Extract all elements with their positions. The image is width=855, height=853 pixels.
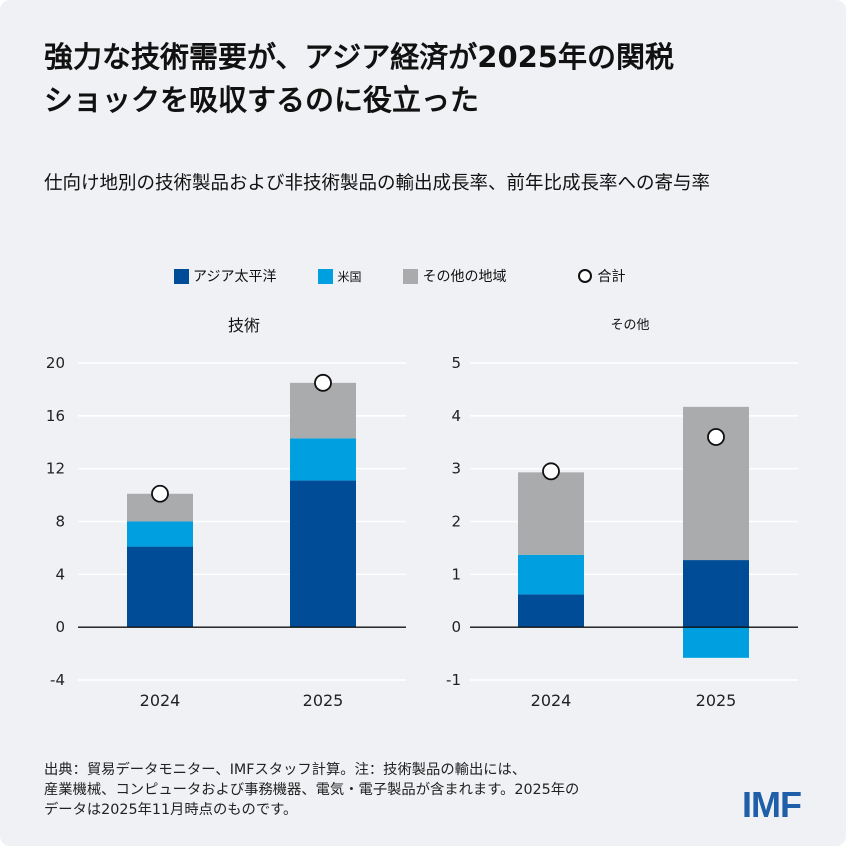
bar-segment-0-0-1 — [127, 521, 193, 547]
bar-segment-1-0-0 — [518, 594, 584, 628]
legend-label-asia-pacific: アジア太平洋 — [193, 269, 277, 285]
y-tick-label-0-6: -4 — [50, 671, 65, 689]
y-tick-label-0-5: 0 — [55, 618, 65, 636]
panel-title-1: その他 — [610, 318, 649, 333]
legend-label-rest-of-world: その他の地域 — [422, 269, 507, 285]
y-tick-label-1-4: 1 — [451, 565, 461, 583]
legend-label-total: 合計 — [597, 269, 626, 285]
title-line-1: 強力な技術需要が、アジア経済が2025年の関税 — [44, 40, 674, 74]
bar-segment-1-1-1 — [683, 627, 749, 658]
bar-segment-0-0-0 — [127, 546, 193, 628]
y-tick-label-1-3: 2 — [451, 513, 461, 531]
legend-marker-total — [578, 269, 593, 283]
legend: アジア太平洋 米国 その他の地域 合計 — [174, 266, 667, 286]
total-marker-0-0 — [151, 484, 169, 503]
y-tick-label-1-1: 4 — [451, 407, 461, 425]
legend-item-rest-of-world: その他の地域 — [403, 266, 506, 286]
legend-label-us: 米国 — [337, 269, 362, 284]
legend-item-asia-pacific: アジア太平洋 — [174, 266, 276, 286]
total-marker-0-1 — [314, 373, 332, 392]
bar-segment-1-0-2 — [518, 472, 584, 555]
total-marker-1-1 — [707, 428, 725, 446]
y-tick-label-0-4: 4 — [55, 565, 65, 583]
y-tick-label-0-2: 12 — [46, 460, 65, 478]
y-tick-label-1-6: -1 — [446, 671, 461, 689]
legend-swatch-us — [318, 268, 334, 284]
bar-segment-0-1-0 — [290, 480, 356, 628]
x-category-label-1-1: 2025 — [696, 691, 737, 710]
y-tick-label-1-2: 3 — [451, 460, 461, 478]
title-line-2: ショックを吸収するのに役立った — [44, 83, 480, 117]
chart-title: 強力な技術需要が、アジア経済が2025年の関税 ショックを吸収するのに役立った — [44, 36, 784, 122]
imf-logo: IMF — [742, 784, 802, 825]
x-category-label-0-0: 2024 — [140, 691, 181, 710]
legend-item-total: 合計 — [578, 266, 625, 286]
bar-segment-0-1-1 — [290, 438, 356, 481]
source-note-line-2: 産業機械、コンピュータおよび事務機器、電気・電子製品が含まれます。2025年の — [44, 782, 580, 798]
legend-swatch-rest-of-world — [403, 268, 419, 284]
chart-subtitle: 仕向け地別の技術製品および非技術製品の輸出成長率、前年比成長率への寄与率 — [44, 173, 711, 194]
bar-segment-1-0-1 — [518, 554, 584, 595]
x-category-label-0-1: 2025 — [303, 691, 344, 710]
legend-item-us: 米国 — [318, 268, 361, 285]
panel-title-0: 技術 — [228, 316, 260, 335]
y-tick-label-1-5: 0 — [451, 618, 461, 636]
y-tick-label-0-3: 8 — [55, 513, 65, 531]
source-note-line-3: データは2025年11月時点のものです。 — [44, 802, 298, 818]
total-marker-1-0 — [542, 462, 560, 481]
bar-segment-0-1-2 — [290, 382, 356, 439]
bar-segment-1-1-0 — [683, 560, 749, 628]
y-tick-label-0-0: 20 — [46, 354, 65, 372]
y-tick-label-0-1: 16 — [46, 407, 65, 425]
source-note-line-1: 出典：貿易データモニター、IMFスタッフ計算。注：技術製品の輸出には、 — [44, 762, 527, 778]
x-category-label-1-0: 2024 — [531, 691, 572, 710]
source-note: 出典：貿易データモニター、IMFスタッフ計算。注：技術製品の輸出には、 産業機械… — [44, 760, 684, 820]
y-tick-label-1-0: 5 — [451, 354, 461, 372]
legend-swatch-asia-pacific — [174, 268, 189, 284]
